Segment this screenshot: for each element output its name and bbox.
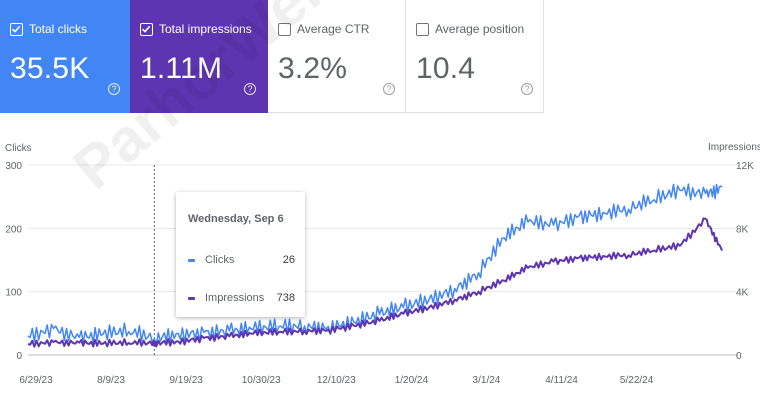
tooltip-date: Wednesday, Sep 6 bbox=[188, 213, 284, 225]
right-tick-label: 0 bbox=[736, 351, 742, 362]
card-value: 3.2% bbox=[278, 52, 348, 85]
tooltip-row-clicks: Clicks 26 bbox=[188, 254, 295, 268]
impressions-series-line bbox=[27, 217, 723, 348]
right-tick-label: 4K bbox=[736, 288, 749, 299]
help-icon[interactable]: ? bbox=[244, 83, 256, 95]
tooltip-value: 26 bbox=[282, 254, 295, 266]
hover-point bbox=[151, 340, 158, 347]
clicks-series-line bbox=[27, 183, 723, 347]
checkbox-checked-icon[interactable] bbox=[10, 23, 23, 36]
metric-cards: Total clicks 35.5K ? Total impressions 1… bbox=[0, 0, 760, 113]
right-tick-label: 12K bbox=[736, 161, 754, 172]
clicks-swatch bbox=[188, 259, 195, 262]
left-tick-label: 300 bbox=[5, 161, 22, 172]
tooltip-label: Clicks bbox=[205, 254, 235, 266]
x-tick-label: 12/10/23 bbox=[317, 375, 356, 386]
x-tick-label: 6/29/23 bbox=[19, 375, 53, 386]
checkbox-checked-icon[interactable] bbox=[140, 23, 153, 36]
card-value: 1.11M bbox=[140, 52, 223, 85]
x-tick-label: 3/1/24 bbox=[473, 375, 501, 386]
average-position-card[interactable]: Average position 10.4 ? bbox=[406, 0, 544, 113]
right-axis-title: Impressions bbox=[708, 142, 760, 153]
checkbox-unchecked-icon[interactable] bbox=[416, 23, 429, 36]
tooltip-row-impressions: Impressions 738 bbox=[188, 292, 295, 306]
chart-tooltip: Wednesday, Sep 6 Clicks 26 Impressions 7… bbox=[176, 192, 305, 317]
card-value: 10.4 bbox=[416, 52, 476, 85]
x-tick-label: 1/20/24 bbox=[395, 375, 429, 386]
tooltip-value: 738 bbox=[276, 292, 295, 304]
help-icon[interactable]: ? bbox=[108, 83, 120, 95]
tooltip-label: Impressions bbox=[205, 292, 265, 304]
card-value: 35.5K bbox=[10, 52, 90, 85]
x-tick-label: 4/11/24 bbox=[545, 375, 578, 386]
total-clicks-card[interactable]: Total clicks 35.5K ? bbox=[0, 0, 130, 113]
x-tick-label: 8/9/23 bbox=[97, 375, 125, 386]
card-label: Average position bbox=[435, 22, 525, 36]
x-tick-label: 10/30/23 bbox=[242, 375, 281, 386]
help-icon[interactable]: ? bbox=[521, 83, 533, 95]
left-axis-title: Clicks bbox=[5, 143, 32, 154]
card-label: Total clicks bbox=[29, 22, 88, 36]
impressions-swatch bbox=[188, 297, 195, 300]
left-tick-label: 200 bbox=[5, 224, 22, 235]
help-icon[interactable]: ? bbox=[383, 83, 395, 95]
average-ctr-card[interactable]: Average CTR 3.2% ? bbox=[268, 0, 406, 113]
card-label: Total impressions bbox=[159, 22, 252, 36]
right-tick-label: 8K bbox=[736, 224, 749, 235]
x-tick-label: 9/19/23 bbox=[169, 375, 203, 386]
total-impressions-card[interactable]: Total impressions 1.11M ? bbox=[130, 0, 268, 113]
checkbox-unchecked-icon[interactable] bbox=[278, 23, 291, 36]
x-tick-label: 5/22/24 bbox=[620, 375, 654, 386]
card-label: Average CTR bbox=[297, 22, 370, 36]
left-tick-label: 0 bbox=[16, 351, 22, 362]
left-tick-label: 100 bbox=[5, 288, 22, 299]
